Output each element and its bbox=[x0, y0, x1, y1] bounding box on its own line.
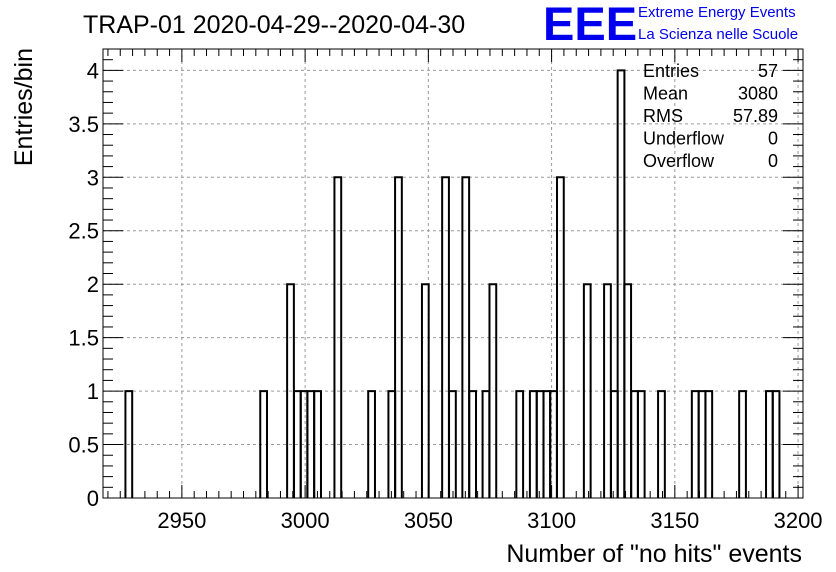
histogram-bar bbox=[488, 283, 498, 498]
stats-value: 57.89 bbox=[733, 106, 778, 126]
stats-box: Entries 57 Mean 3080 RMS 57.89 Underflow 0 Overf… bbox=[643, 61, 778, 171]
x-tick-label: 3150 bbox=[650, 508, 699, 533]
histogram-bar bbox=[636, 390, 646, 498]
logo-line-2: La Scienza nelle Scuole bbox=[638, 26, 798, 43]
stats-value: 0 bbox=[768, 151, 778, 171]
histogram-bar bbox=[313, 390, 322, 498]
eee-logo-mark: EEE bbox=[543, 0, 637, 50]
histogram-bar bbox=[394, 176, 403, 498]
histogram-bar bbox=[556, 176, 565, 498]
histogram-bar bbox=[420, 283, 430, 498]
x-tick-label: 3050 bbox=[404, 508, 453, 533]
stats-label: Underflow bbox=[643, 129, 725, 149]
y-tick-label: 0.5 bbox=[68, 433, 99, 458]
y-tick-label: 3 bbox=[87, 165, 99, 190]
logo-line-1: Extreme Energy Events bbox=[638, 4, 796, 21]
histogram-bar bbox=[738, 390, 747, 498]
histogram-bar bbox=[333, 176, 343, 498]
x-axis-label: Number of "no hits" events bbox=[506, 540, 802, 568]
y-tick-label: 1.5 bbox=[68, 326, 99, 351]
stats-label: Overflow bbox=[643, 151, 715, 171]
x-tick-label: 3100 bbox=[527, 508, 576, 533]
chart-title: TRAP-01 2020-04-29--2020-04-30 bbox=[83, 11, 465, 39]
histogram-bar bbox=[367, 390, 376, 498]
y-tick-label: 0 bbox=[87, 486, 99, 511]
y-axis-label: Entries/bin bbox=[10, 48, 38, 166]
histogram-bar bbox=[124, 390, 134, 498]
axes: 2950 3000 3050 3100 3150 3200 0 0.5 1 1.5 2 2.5 3 3.5… bbox=[68, 48, 823, 533]
stats-value: 0 bbox=[768, 129, 778, 149]
histogram-bar bbox=[448, 390, 457, 498]
x-tick-label: 2950 bbox=[157, 508, 206, 533]
histogram-bar bbox=[704, 390, 714, 498]
y-tick-label: 1 bbox=[87, 379, 99, 404]
histogram-bars bbox=[124, 69, 781, 498]
y-tick-label: 2 bbox=[87, 272, 99, 297]
stats-label: Entries bbox=[643, 61, 699, 81]
y-tick-label: 2.5 bbox=[68, 219, 99, 244]
histogram-bar bbox=[771, 390, 781, 498]
histogram-bar bbox=[461, 176, 471, 498]
stats-value: 57 bbox=[758, 61, 778, 81]
y-tick-label: 4 bbox=[87, 58, 99, 83]
histogram-bar bbox=[515, 390, 525, 498]
y-tick-label: 3.5 bbox=[68, 112, 99, 137]
stats-label: RMS bbox=[643, 106, 683, 126]
histogram-bar bbox=[657, 390, 666, 498]
histogram-bar bbox=[468, 390, 478, 498]
stats-value: 3080 bbox=[738, 84, 778, 104]
x-tick-label: 3200 bbox=[774, 508, 823, 533]
histogram-bar bbox=[259, 390, 269, 498]
histogram-bar bbox=[441, 176, 450, 498]
eee-logo: EEE Extreme Energy Events La Scienza nel… bbox=[543, 0, 798, 50]
histogram-bar bbox=[582, 283, 592, 498]
stats-label: Mean bbox=[643, 84, 688, 104]
x-tick-label: 3000 bbox=[281, 508, 330, 533]
